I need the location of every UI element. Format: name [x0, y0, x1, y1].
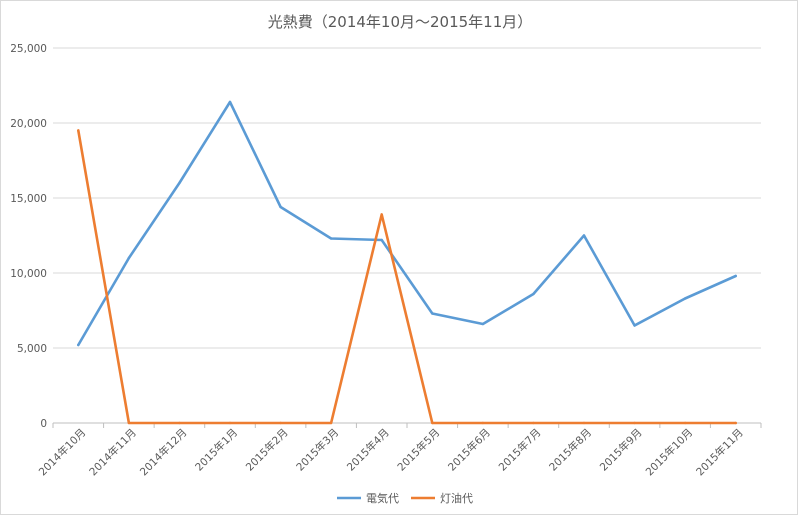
data-point [431, 421, 434, 425]
legend-item: 灯油代 [411, 491, 473, 505]
legend-item: 電気代 [337, 491, 399, 505]
data-point [329, 421, 333, 425]
chart-title: 光熱費（2014年10月～2015年11月） [268, 13, 533, 31]
x-tick-label: 2015年5月 [395, 426, 443, 474]
x-tick-label: 2015年8月 [546, 426, 594, 474]
series-lines [77, 100, 738, 425]
legend: 電気代 灯油代 [337, 491, 473, 505]
y-tick-label: 0 [40, 418, 47, 430]
y-tick-label: 10,000 [10, 268, 47, 280]
data-point [178, 421, 181, 425]
data-point [77, 129, 80, 132]
data-point [734, 274, 737, 278]
legend-label: 灯油代 [440, 491, 473, 505]
data-point [228, 100, 232, 104]
data-point [734, 421, 737, 425]
x-tick-label: 2014年11月 [87, 426, 139, 478]
x-tick-label: 2014年12月 [137, 426, 189, 478]
x-tick-label: 2015年11月 [693, 426, 745, 478]
data-point [532, 292, 535, 296]
x-tick-label: 2015年6月 [445, 426, 493, 474]
data-point [228, 421, 232, 425]
data-point [77, 343, 80, 347]
x-tick-label: 2015年9月 [597, 426, 645, 474]
data-point [380, 213, 383, 216]
y-tick-label: 25,000 [10, 43, 47, 55]
data-point [380, 238, 383, 242]
x-tick-label: 2015年2月 [243, 426, 291, 474]
data-point [582, 234, 586, 237]
data-point [683, 421, 687, 425]
data-point [633, 324, 636, 327]
data-point [127, 256, 131, 260]
y-tick-label: 5,000 [17, 343, 47, 355]
y-tick-label: 15,000 [10, 193, 47, 205]
series-line-0 [77, 100, 738, 347]
data-point [329, 237, 333, 240]
data-point [279, 421, 282, 425]
x-tick-label: 2015年4月 [344, 426, 392, 474]
data-point [279, 205, 282, 209]
data-point [532, 421, 535, 425]
data-point [127, 421, 131, 425]
x-tick-label: 2015年3月 [294, 426, 342, 474]
data-point [178, 181, 181, 185]
data-point [481, 322, 485, 326]
data-point [481, 421, 485, 425]
y-axis-ticks: 0 5,000 10,000 15,000 20,000 25,000 [10, 43, 47, 430]
x-tick-label: 2015年7月 [496, 426, 544, 474]
data-point [431, 312, 434, 315]
x-tick-label: 2014年10月 [36, 426, 88, 478]
data-point [633, 421, 636, 425]
data-point [582, 421, 586, 425]
x-tick-label: 2015年10月 [643, 426, 695, 478]
legend-label: 電気代 [366, 491, 399, 505]
x-tick-label: 2015年1月 [192, 426, 240, 474]
series-line-1 [77, 129, 738, 425]
data-point [683, 297, 687, 300]
gridlines [53, 47, 761, 424]
y-tick-label: 20,000 [10, 118, 47, 130]
